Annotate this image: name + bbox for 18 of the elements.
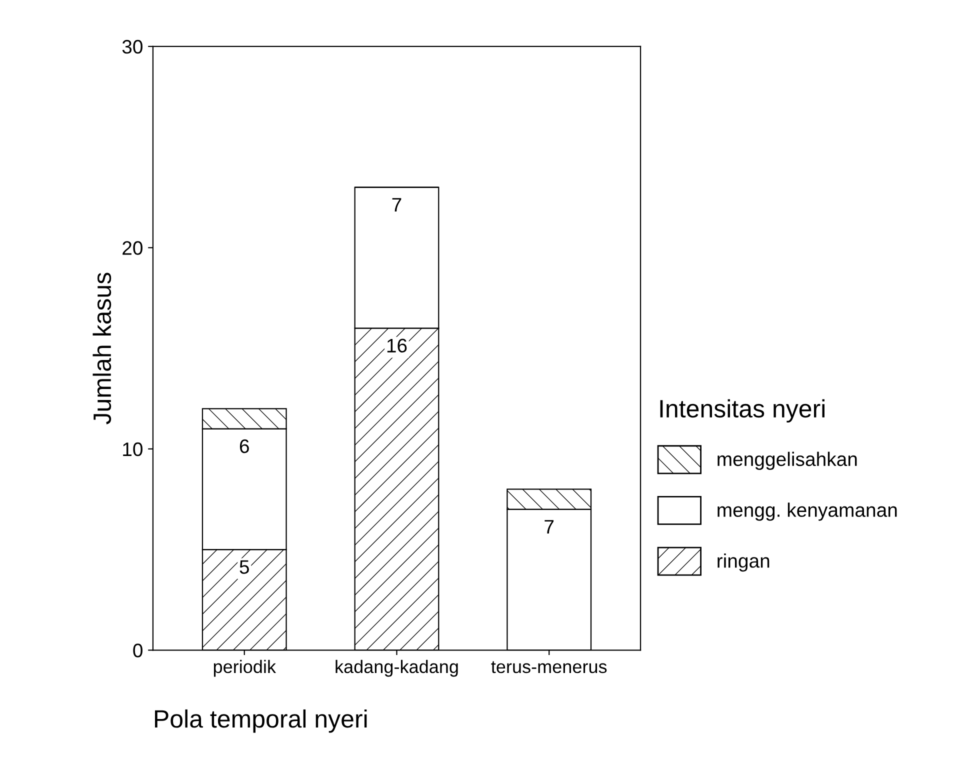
y-axis-title: Jumlah kasus bbox=[92, 272, 112, 424]
y-tick-label: 20 bbox=[122, 241, 142, 255]
data-label: 7 bbox=[544, 520, 554, 534]
legend-title: Intensitas nyeri bbox=[660, 399, 824, 423]
data-label: 6 bbox=[240, 439, 249, 454]
data-label: 7 bbox=[392, 198, 402, 212]
y-tick-label: 30 bbox=[122, 40, 142, 54]
data-label: 5 bbox=[240, 560, 249, 574]
y-tick-label: 10 bbox=[123, 442, 142, 456]
x-tick-label: periodik bbox=[214, 660, 276, 677]
data-label: 16 bbox=[387, 338, 407, 353]
y-tick-label: 0 bbox=[133, 644, 142, 658]
legend-label: mengg. kenyamanan bbox=[718, 502, 897, 521]
legend-label: menggelisahkan bbox=[718, 452, 857, 470]
x-tick-label: terus-menerus bbox=[491, 661, 607, 674]
x-tick-label: kadang-kadang bbox=[336, 660, 458, 677]
x-axis-title: Pola temporal nyeri bbox=[155, 709, 367, 733]
legend-label: ringan bbox=[718, 554, 770, 572]
